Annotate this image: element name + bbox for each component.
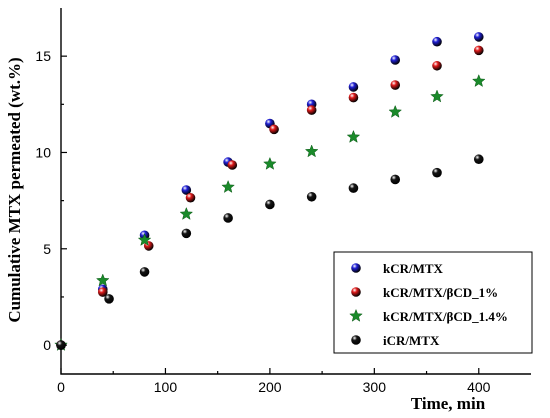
data-point <box>179 206 194 220</box>
data-point <box>348 183 359 193</box>
legend-marker <box>351 335 361 345</box>
legend-marker <box>349 308 363 322</box>
data-point <box>56 340 66 350</box>
data-point <box>181 185 192 195</box>
legend-label: iCR/MTX <box>383 333 440 348</box>
series-group <box>56 154 484 350</box>
axes: 0 100 200 300 400 0 5 10 15 <box>35 8 531 395</box>
legend-marker <box>351 263 361 273</box>
legend-label: kCR/MTX/βCD_1.4% <box>383 309 508 324</box>
data-point <box>432 60 442 71</box>
x-tick-label: 0 <box>57 379 65 395</box>
data-point <box>473 45 484 56</box>
data-point <box>95 273 110 287</box>
x-tick-label: 300 <box>363 379 387 395</box>
data-point <box>139 267 150 277</box>
data-point <box>223 213 233 223</box>
legend-marker <box>351 287 361 297</box>
data-point <box>265 199 275 210</box>
data-point <box>390 174 401 185</box>
data-point <box>304 144 319 158</box>
legend-label: kCR/MTX/βCD_1% <box>383 285 498 300</box>
data-point <box>432 36 442 47</box>
data-point <box>390 55 401 65</box>
y-axis-title: Cumulative MTX permeated (wt.%) <box>5 57 24 322</box>
data-point <box>185 192 196 203</box>
data-point <box>269 124 279 135</box>
data-point <box>306 191 317 202</box>
x-tick-label: 400 <box>467 379 491 395</box>
x-tick-label: 100 <box>154 379 178 395</box>
data-point <box>221 179 235 193</box>
data-points <box>54 32 486 351</box>
y-tick-label: 5 <box>43 241 51 257</box>
legend-label: kCR/MTX <box>383 261 444 276</box>
data-point <box>137 232 152 246</box>
data-point <box>181 228 192 239</box>
y-tick-label: 15 <box>35 48 51 64</box>
data-point <box>348 92 359 103</box>
data-point <box>346 129 361 143</box>
y-tick-label: 0 <box>43 337 51 353</box>
y-tick-label: 10 <box>35 144 51 160</box>
data-point <box>432 167 442 178</box>
data-point <box>388 104 403 118</box>
data-point <box>306 105 317 115</box>
data-point <box>227 160 238 170</box>
data-point <box>263 156 277 170</box>
data-point <box>390 80 401 90</box>
data-point <box>104 294 114 304</box>
legend: kCR/MTX kCR/MTX/βCD_1% kCR/MTX/βCD_1.4% iCR… <box>333 251 533 354</box>
x-tick-label: 200 <box>258 379 282 395</box>
legend-box <box>333 251 533 354</box>
x-axis-title: Time, min <box>411 394 486 413</box>
data-point <box>473 154 484 165</box>
data-point <box>348 82 359 92</box>
data-point <box>430 89 444 103</box>
data-point <box>97 287 108 297</box>
data-point <box>473 32 484 42</box>
data-point <box>471 74 486 88</box>
